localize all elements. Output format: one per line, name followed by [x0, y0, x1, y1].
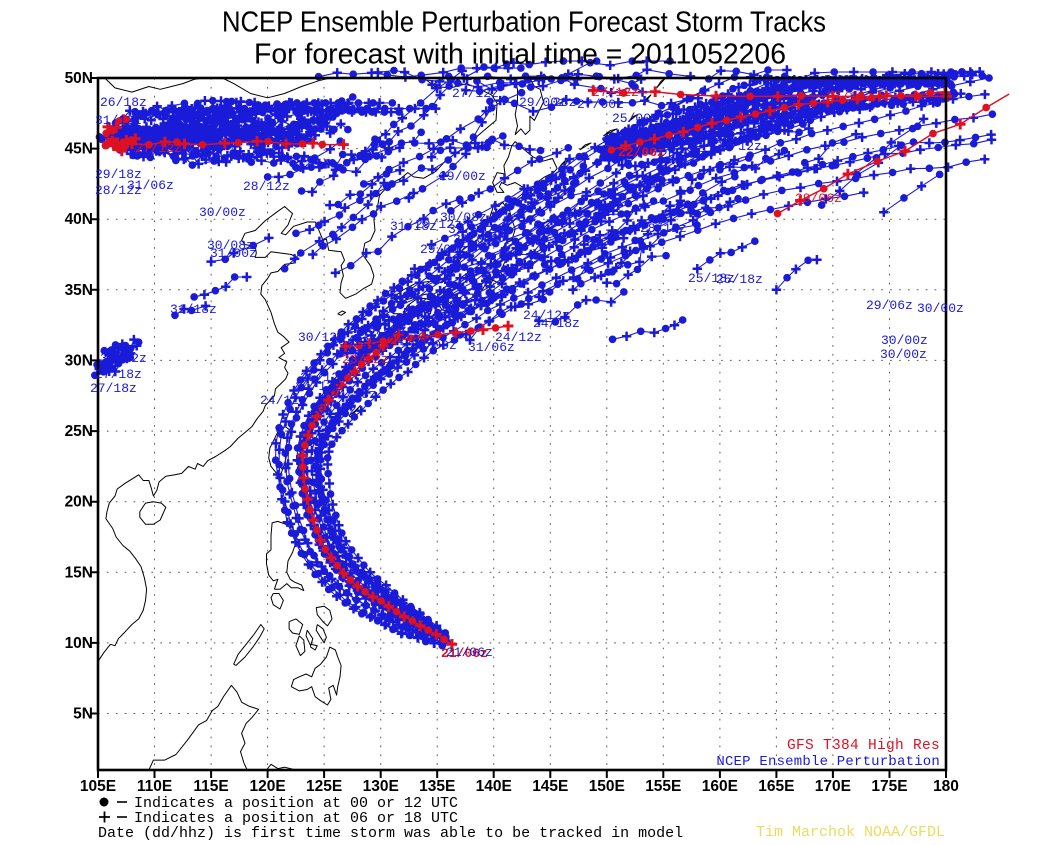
svg-text:27/18z: 27/18z: [95, 367, 142, 382]
svg-text:27/00z: 27/00z: [577, 97, 624, 112]
svg-text:28/12z: 28/12z: [640, 221, 687, 236]
svg-text:24/12z: 24/12z: [495, 330, 542, 345]
svg-text:170E: 170E: [815, 778, 851, 795]
svg-text:24/18z: 24/18z: [533, 316, 580, 331]
svg-text:24/00z: 24/00z: [410, 338, 457, 353]
svg-text:27/12z: 27/12z: [135, 141, 182, 156]
svg-text:45N: 45N: [65, 141, 93, 158]
svg-text:25N: 25N: [65, 423, 93, 440]
svg-text:29/18z: 29/18z: [95, 167, 142, 182]
svg-text:140E: 140E: [476, 778, 512, 795]
svg-text:35N: 35N: [65, 282, 93, 299]
svg-text:30N: 30N: [65, 352, 93, 369]
svg-text:25/18z: 25/18z: [688, 271, 735, 286]
svg-text:28/12z: 28/12z: [243, 179, 290, 194]
svg-text:29/00z: 29/00z: [519, 95, 566, 110]
svg-text:30/08z: 30/08z: [207, 238, 254, 253]
svg-text:25/18z: 25/18z: [716, 272, 763, 287]
svg-text:29/06z: 29/06z: [795, 191, 842, 206]
svg-text:135E: 135E: [419, 778, 455, 795]
svg-text:24/00z: 24/00z: [388, 334, 435, 349]
svg-text:120E: 120E: [249, 778, 285, 795]
svg-text:Date (dd/hhz) is first time st: Date (dd/hhz) is first time storm was ab…: [98, 825, 683, 840]
svg-text:Indicates a position at 06 or: Indicates a position at 06 or 18 UTC: [134, 810, 458, 827]
svg-text:110E: 110E: [137, 778, 172, 795]
svg-text:29/12z: 29/12z: [415, 217, 462, 232]
svg-text:130E: 130E: [363, 778, 399, 795]
svg-text:115E: 115E: [193, 778, 228, 795]
svg-text:24/12z: 24/12z: [523, 308, 570, 323]
svg-text:GFS T384 High Res: GFS T384 High Res: [787, 738, 940, 754]
svg-text:30/00z: 30/00z: [199, 205, 246, 220]
svg-text:23/18z: 23/18z: [310, 403, 357, 418]
svg-text:29/00z: 29/00z: [439, 169, 486, 184]
svg-text:180: 180: [933, 778, 959, 795]
svg-text:30/12z: 30/12z: [330, 334, 377, 349]
svg-text:105E: 105E: [80, 778, 116, 795]
svg-text:26/06z: 26/06z: [660, 147, 707, 162]
svg-text:23/12z: 23/12z: [342, 352, 389, 367]
svg-text:22/06z: 22/06z: [618, 145, 665, 160]
svg-text:15N: 15N: [65, 564, 93, 581]
svg-text:26/00z: 26/00z: [360, 323, 407, 338]
svg-text:31/18z: 31/18z: [170, 302, 217, 317]
svg-text:29/12z: 29/12z: [715, 139, 762, 154]
svg-text:20N: 20N: [65, 494, 93, 511]
svg-text:NCEP Ensemble Perturbation For: NCEP Ensemble Perturbation Forecast Stor…: [222, 7, 826, 39]
svg-text:5N: 5N: [73, 706, 93, 723]
svg-text:50N: 50N: [65, 70, 93, 87]
svg-text:10N: 10N: [65, 635, 93, 652]
svg-text:27/12z: 27/12z: [452, 86, 499, 101]
svg-text:30/00z: 30/00z: [453, 232, 500, 247]
svg-text:30/12z: 30/12z: [298, 330, 345, 345]
svg-text:31/18z: 31/18z: [390, 219, 437, 234]
svg-text:28/12z: 28/12z: [95, 183, 142, 198]
svg-text:21/06z: 21/06z: [441, 646, 488, 661]
svg-text:29/00z: 29/00z: [420, 242, 467, 257]
svg-text:31/12z: 31/12z: [100, 351, 147, 366]
svg-text:27/18z: 27/18z: [90, 381, 137, 396]
svg-text:NCEP Ensemble Perturbation: NCEP Ensemble Perturbation: [716, 754, 940, 770]
svg-text:175E: 175E: [871, 778, 907, 795]
svg-text:31/12z: 31/12z: [95, 113, 142, 128]
svg-text:145E: 145E: [532, 778, 568, 795]
svg-text:24/12z: 24/12z: [260, 393, 307, 408]
svg-text:31/00z: 31/00z: [210, 246, 257, 261]
svg-text:24/12z: 24/12z: [295, 379, 342, 394]
svg-text:24/18z: 24/18z: [330, 387, 377, 402]
svg-text:21/06z: 21/06z: [446, 645, 493, 660]
svg-text:Tim Marchok NOAA/GFDL: Tim Marchok NOAA/GFDL: [756, 824, 945, 840]
svg-text:For forecast with initial time: For forecast with initial time = 2011052…: [254, 39, 786, 71]
svg-text:165E: 165E: [758, 778, 794, 795]
svg-text:31/00z: 31/00z: [448, 222, 495, 237]
svg-text:40N: 40N: [65, 211, 93, 228]
svg-text:125E: 125E: [306, 778, 342, 795]
svg-text:30/00z: 30/00z: [881, 333, 928, 348]
svg-text:30/00z: 30/00z: [917, 301, 964, 316]
svg-text:26/18z: 26/18z: [100, 95, 147, 110]
svg-text:Indicates a position at 00 or: Indicates a position at 00 or 12 UTC: [134, 795, 458, 812]
svg-text:25/12z: 25/12z: [300, 370, 347, 385]
svg-text:28z: 28z: [553, 95, 576, 110]
svg-text:30/00z: 30/00z: [880, 347, 927, 362]
svg-text:27/12z: 27/12z: [592, 85, 639, 100]
svg-text:31/06z: 31/06z: [127, 178, 174, 193]
svg-text:29/06z: 29/06z: [866, 298, 913, 313]
svg-text:30/08z: 30/08z: [440, 210, 487, 225]
svg-text:160E: 160E: [702, 778, 738, 795]
svg-text:155E: 155E: [645, 778, 681, 795]
svg-text:150E: 150E: [589, 778, 625, 795]
svg-text:27/12z: 27/12z: [826, 89, 873, 104]
svg-text:25/00z: 25/00z: [612, 111, 659, 126]
svg-text:31/06z: 31/06z: [468, 340, 515, 355]
